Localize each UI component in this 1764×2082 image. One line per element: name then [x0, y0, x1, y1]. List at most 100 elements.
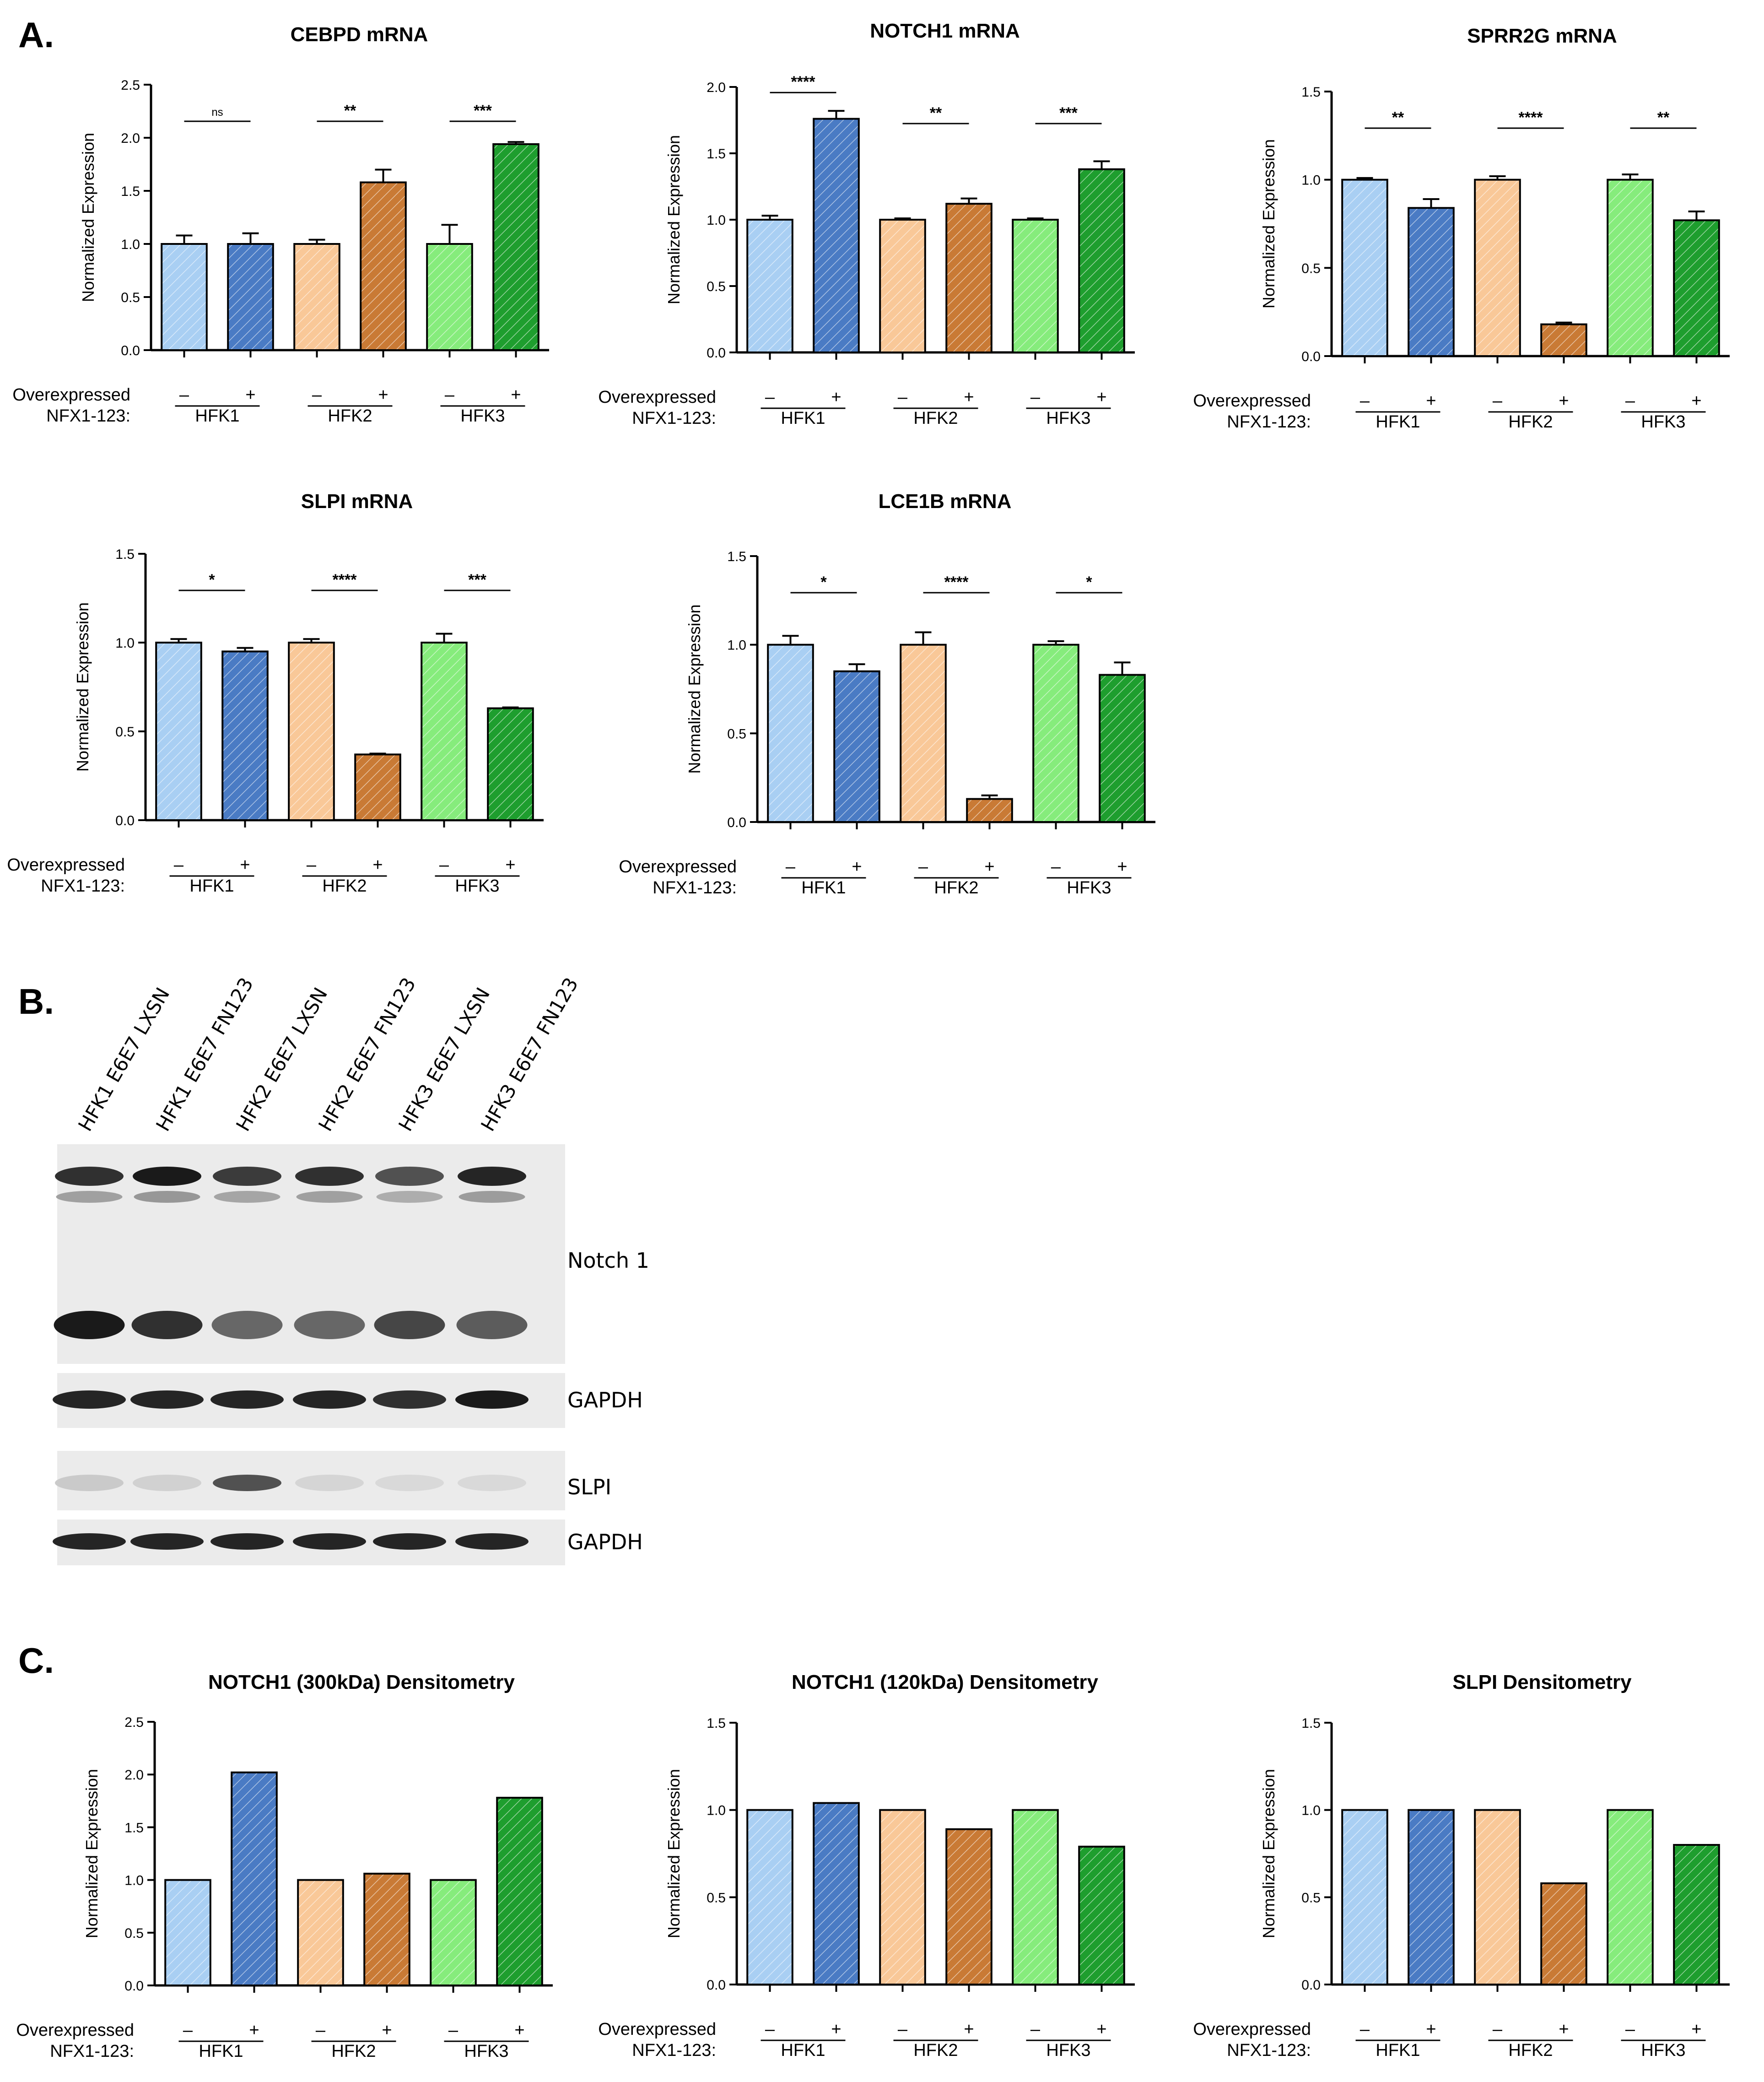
significance-label: ** — [930, 104, 942, 122]
plus-label: + — [831, 388, 841, 407]
row-title-line1: Overexpressed — [598, 388, 716, 407]
significance-label: ** — [344, 102, 356, 119]
minus-label: – — [316, 2021, 326, 2040]
slpi-band — [133, 1475, 201, 1491]
group-label: HFK2 — [1508, 412, 1553, 432]
y-tick-label: 1.5 — [124, 1820, 144, 1835]
y-tick-label: 2.0 — [124, 1768, 144, 1783]
y-tick-label: 0.0 — [1301, 349, 1321, 364]
slpi-band — [375, 1475, 444, 1491]
y-tick-label: 0.5 — [115, 725, 135, 740]
y-tick-label: 1.5 — [115, 547, 135, 562]
notch1-band-lower — [211, 1311, 283, 1339]
gapdh-band — [130, 1390, 204, 1409]
panel-label-c: C. — [18, 1640, 54, 1681]
plus-label: + — [505, 855, 515, 875]
gapdh-band — [293, 1533, 366, 1550]
bar — [430, 1879, 477, 1987]
minus-label: – — [179, 385, 189, 405]
group-label: HFK2 — [322, 876, 367, 896]
bar — [496, 1796, 543, 1986]
minus-label: – — [765, 388, 775, 407]
group-label: HFK2 — [331, 2042, 376, 2061]
plus-label: + — [372, 855, 383, 875]
gapdh-band — [210, 1533, 284, 1550]
notch1-band-upper — [458, 1167, 526, 1186]
bar — [1540, 323, 1587, 357]
bar — [164, 1879, 211, 1987]
plus-label: + — [984, 857, 994, 876]
bar — [231, 1771, 278, 1987]
slpi-band — [55, 1475, 124, 1491]
bar — [1078, 168, 1125, 353]
significance-label: *** — [1059, 104, 1078, 122]
group-label: HFK2 — [328, 406, 372, 426]
significance-label: ** — [1392, 109, 1404, 126]
plus-label: + — [852, 857, 862, 876]
notch1-band-faint — [134, 1191, 200, 1203]
minus-label: – — [312, 385, 322, 405]
group-label: HFK2 — [934, 878, 978, 898]
group-label: HFK2 — [913, 2041, 958, 2060]
y-tick-label: 0.0 — [707, 346, 726, 361]
bar — [879, 219, 926, 353]
chart-1: CEBPD mRNA 0.0 0.5 1.0 1.5 2.0 2.5 Normalized E… — [12, 23, 549, 426]
bar — [746, 1809, 793, 1986]
group-label: HFK3 — [464, 2042, 508, 2061]
significance-label: ** — [1657, 109, 1670, 126]
notch1-band-faint — [376, 1191, 443, 1203]
bar — [1078, 1845, 1125, 1985]
bar — [945, 203, 993, 353]
y-tick-label: 1.0 — [707, 213, 726, 228]
y-axis-label: Normalized Expression — [82, 1769, 101, 1938]
notch1-band-lower — [54, 1311, 125, 1339]
significance-label: **** — [944, 573, 969, 591]
minus-label: – — [1625, 2020, 1635, 2039]
y-tick-label: 1.5 — [121, 184, 140, 199]
chart-6: NOTCH1 (300kDa) Densitometry 0.0 0.5 1.0 1.5… — [16, 1671, 553, 2061]
row-title-line1: Overexpressed — [16, 2021, 134, 2040]
bar — [363, 1872, 410, 1986]
chart-title: SLPI mRNA — [301, 490, 413, 513]
blot-label-slpi: SLPI — [567, 1475, 611, 1499]
plus-label: + — [249, 2021, 259, 2040]
group-label: HFK1 — [195, 406, 239, 426]
bar — [900, 644, 947, 823]
group-label: HFK1 — [781, 409, 825, 428]
chart-title: NOTCH1 (120kDa) Densitometry — [792, 1671, 1098, 1693]
chart-3: SPRR2G mRNA 0.0 0.5 1.0 1.5 Normalized Expres… — [1193, 25, 1730, 432]
bar — [1408, 1809, 1455, 1986]
y-axis-label: Normalized Expression — [664, 1769, 683, 1938]
y-tick-label: 0.5 — [727, 726, 746, 741]
notch1-band-upper — [133, 1167, 201, 1186]
plus-label: + — [1096, 388, 1106, 407]
plus-label: + — [378, 385, 388, 405]
significance-label: **** — [791, 73, 816, 91]
y-tick-label: 1.0 — [115, 636, 135, 651]
bar — [221, 650, 269, 822]
gapdh-band — [373, 1533, 446, 1550]
minus-label: – — [1051, 857, 1061, 876]
row-title-line1: Overexpressed — [619, 857, 737, 876]
blot-lane-label: HFK3 E6E7 LXSN — [394, 984, 494, 1135]
bar — [1341, 1809, 1388, 1986]
bar — [1012, 219, 1059, 353]
y-tick-label: 0.0 — [115, 813, 135, 828]
plus-label: + — [1559, 391, 1569, 411]
y-tick-label: 0.0 — [124, 1979, 144, 1994]
group-label: HFK3 — [1067, 878, 1111, 898]
gapdh-band — [130, 1533, 204, 1550]
blot-lane-label: HFK2 E6E7 LXSN — [232, 984, 332, 1135]
bar — [966, 798, 1013, 823]
group-label: HFK1 — [781, 2041, 825, 2060]
group-label: HFK3 — [1046, 409, 1090, 428]
gapdh-band — [53, 1533, 126, 1550]
notch1-band-upper — [375, 1167, 444, 1186]
bar — [492, 143, 539, 351]
plus-label: + — [1117, 857, 1127, 876]
gapdh-band — [455, 1533, 529, 1550]
y-tick-label: 1.0 — [707, 1803, 726, 1818]
gapdh-band — [53, 1390, 126, 1409]
notch1-band-faint — [296, 1191, 363, 1203]
